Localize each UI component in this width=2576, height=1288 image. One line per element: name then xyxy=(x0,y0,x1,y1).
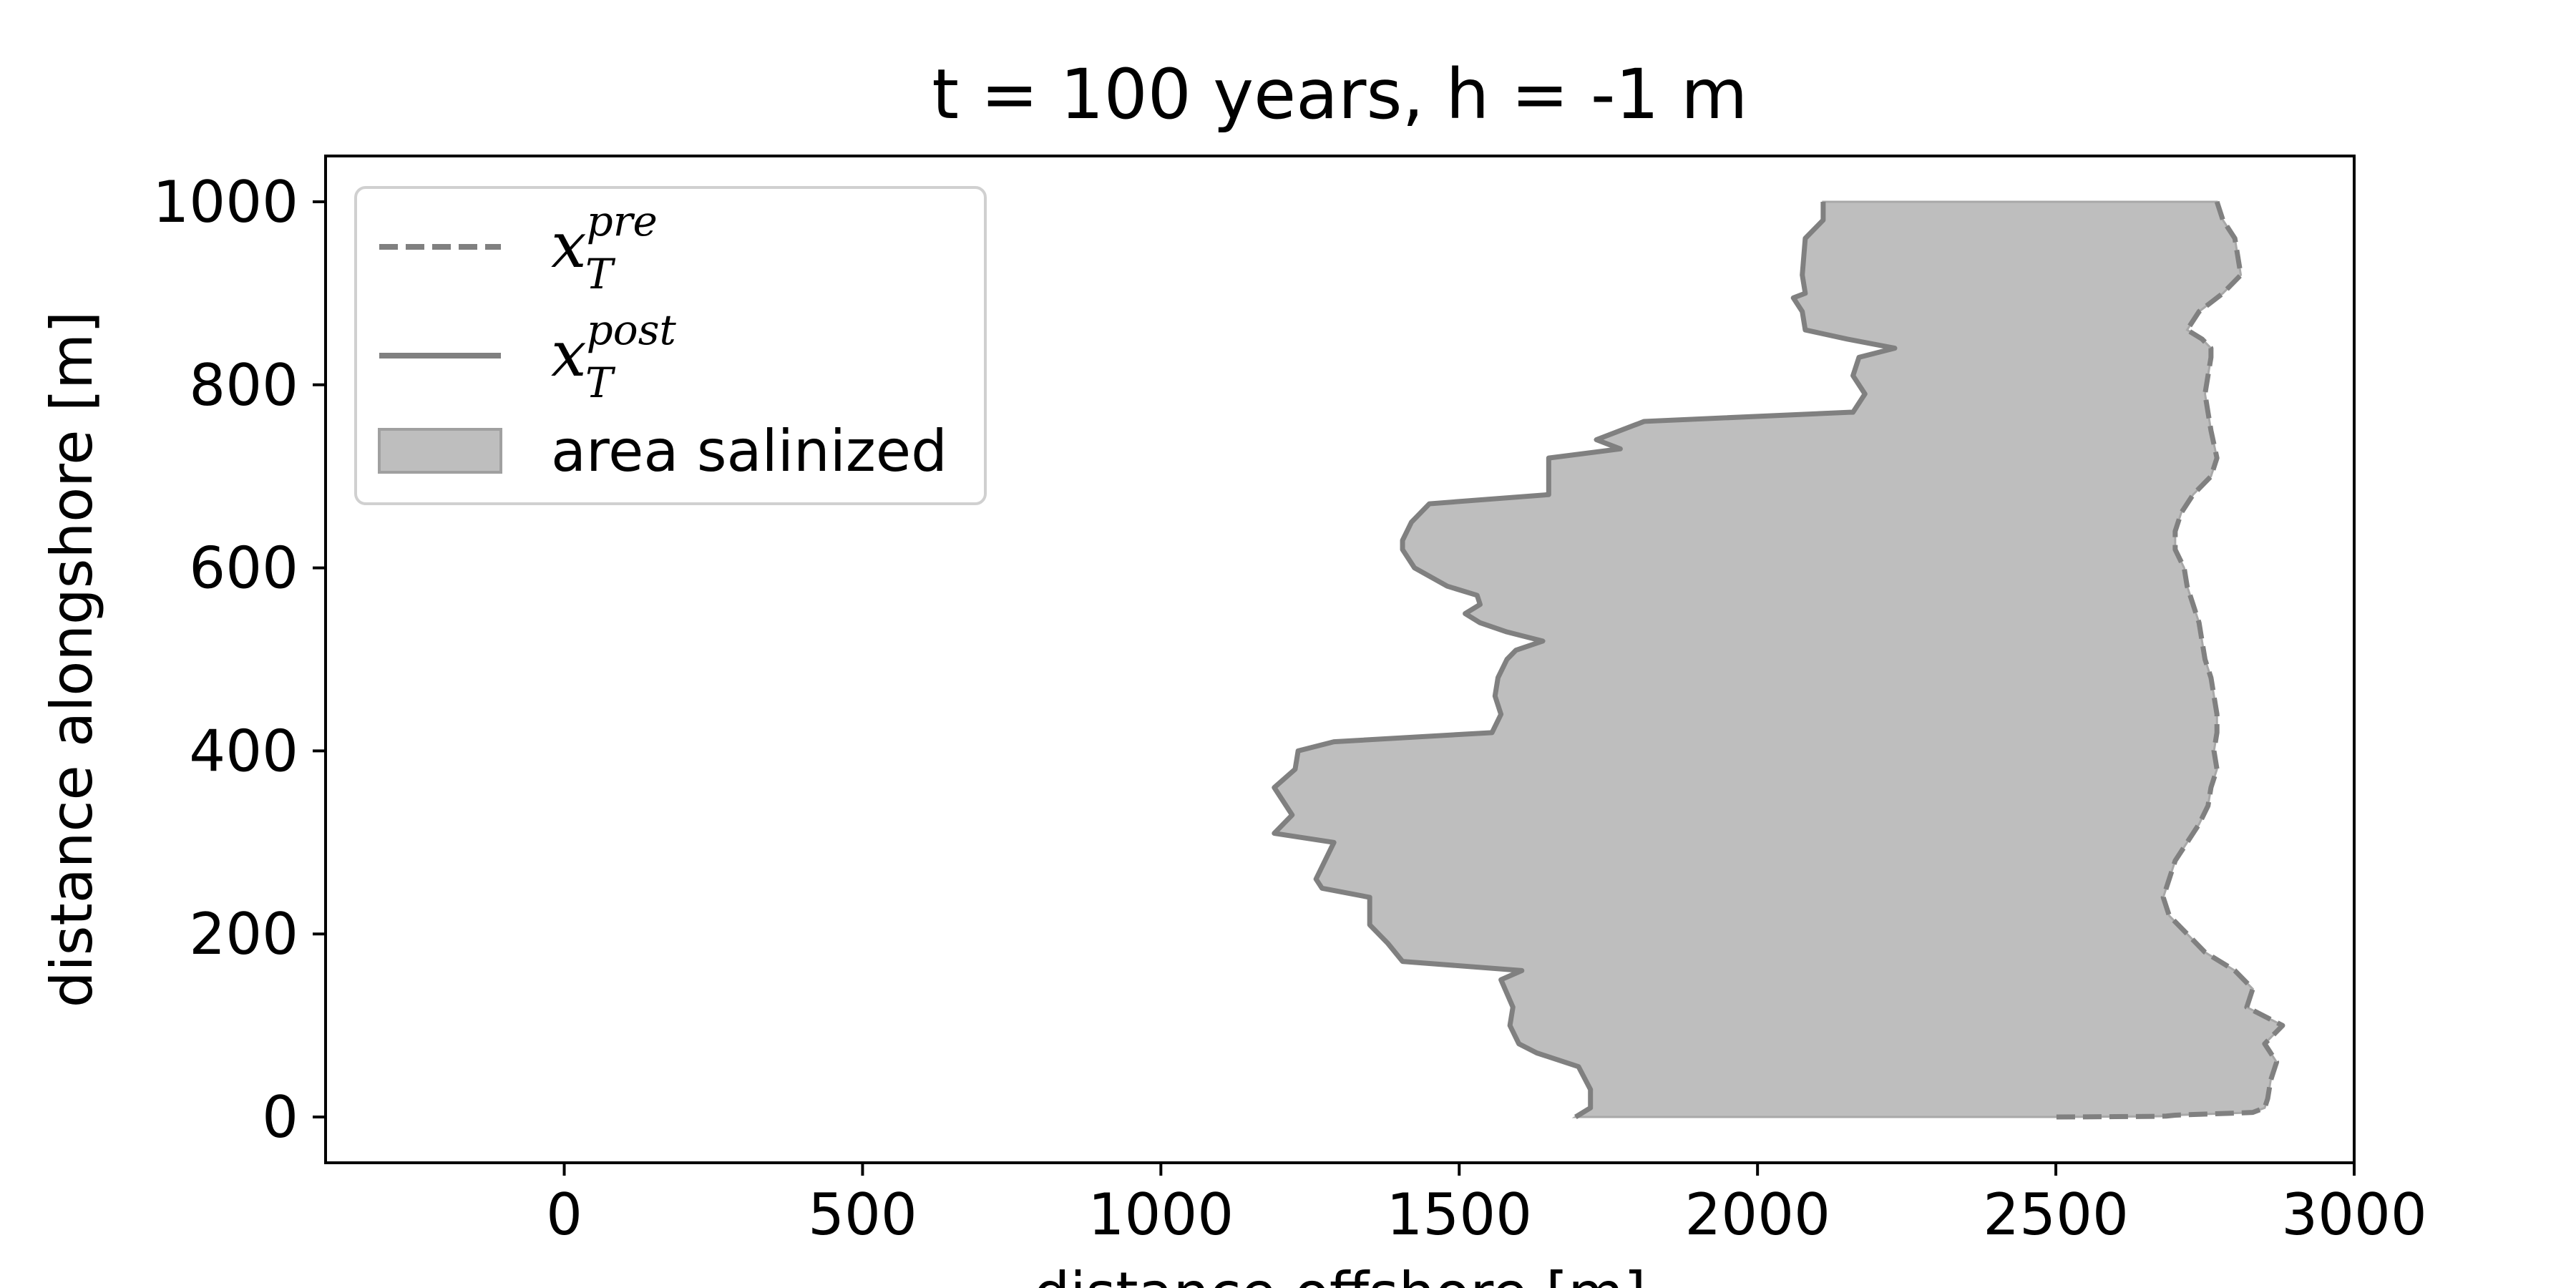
y-tick-label: 400 xyxy=(189,718,298,784)
x-tick-label: 1000 xyxy=(1088,1181,1234,1248)
y-tick-label: 200 xyxy=(189,901,298,967)
x-tick-label: 0 xyxy=(546,1181,582,1248)
chart-title: t = 100 years, h = -1 m xyxy=(932,54,1747,135)
plot-area xyxy=(1272,200,2285,1120)
x-tick-label: 2000 xyxy=(1684,1181,1830,1248)
y-tick-label: 800 xyxy=(189,352,298,419)
legend-subscript-post: T xyxy=(585,358,616,407)
legend-label-post: xpost xyxy=(551,306,676,391)
series-line-pre xyxy=(2056,200,2285,1120)
series-line-post xyxy=(1272,201,1898,1120)
y-tick-label: 600 xyxy=(189,535,298,602)
legend-box xyxy=(354,186,987,505)
y-axis-label: distance alongshore [m] xyxy=(39,311,105,1008)
legend-subscript-pre: T xyxy=(585,250,616,298)
x-tick-label: 1500 xyxy=(1386,1181,1532,1248)
legend-handle-area xyxy=(378,428,502,474)
x-tick-label: 2500 xyxy=(1983,1181,2129,1248)
legend-label-area: area salinized xyxy=(551,418,947,484)
axes-frame xyxy=(324,155,2356,1164)
x-tick-label: 3000 xyxy=(2281,1181,2427,1248)
axes: 0 500 1000 1500 2000 2500 3000 0 200 400 600 800 100… xyxy=(152,155,2427,1248)
x-tick-label: 500 xyxy=(808,1181,917,1248)
x-axis-label: distance offshore [m] xyxy=(1034,1260,1646,1288)
y-tick-label: 1000 xyxy=(152,169,298,235)
legend-label-pre: xpre xyxy=(551,197,658,282)
y-tick-label: 0 xyxy=(262,1084,298,1151)
